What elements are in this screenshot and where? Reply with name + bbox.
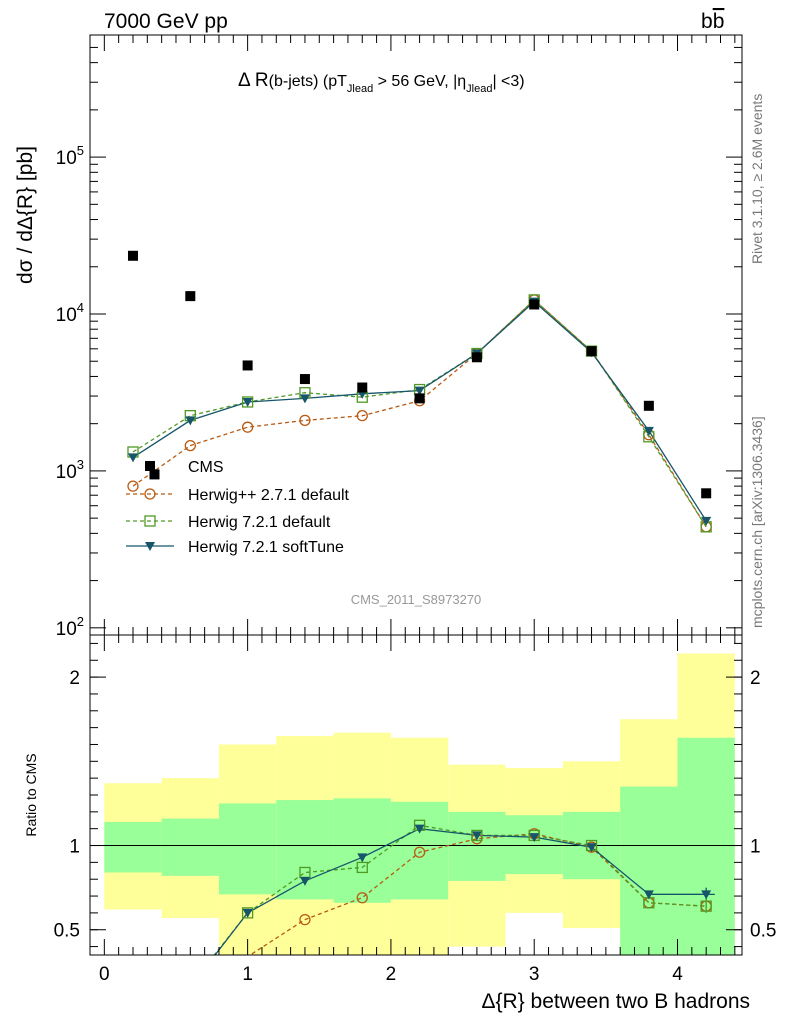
ratio-softtune-point <box>242 908 253 918</box>
legend-label-herwig721: Herwig 7.2.1 default <box>188 514 331 531</box>
legend-softtune-marker <box>145 542 155 551</box>
softtune-point <box>701 516 712 526</box>
ratio-band-inner <box>448 811 506 881</box>
ratio-y-tick-label-right: 0.5 <box>750 921 776 942</box>
herwigpp-point <box>127 480 139 492</box>
softtune-point <box>643 426 654 436</box>
header-energy-label: 7000 GeV pp <box>104 10 228 33</box>
ratio-softtune-point <box>299 876 310 886</box>
ratio-series-group <box>213 819 715 955</box>
legend-herwig721-marker <box>144 515 156 527</box>
cms-data-point <box>149 469 160 480</box>
x-tick-label: 1 <box>242 964 253 985</box>
ratio-axis-ticks: 0.5 0.5 1 1 2 2 0 1 2 3 4 <box>54 635 776 985</box>
ratio-softtune-point <box>357 853 368 863</box>
ratio-band-inner <box>620 786 678 955</box>
x-tick-label: 3 <box>529 964 540 985</box>
mcplots-label: mcplots.cern.ch [arXiv:1306.3436] <box>749 416 765 628</box>
ratio-y-tick-label-right: 2 <box>750 668 761 689</box>
cms-data-point <box>471 352 482 363</box>
legend: CMS Herwig++ 2.7.1 default Herwig 7.2.1 de… <box>126 459 350 556</box>
ratio-band-inner <box>104 821 162 873</box>
x-tick-label: 2 <box>386 964 397 985</box>
ratio-band-inner <box>505 815 563 875</box>
cms-data-point <box>185 291 196 302</box>
cms-data-point <box>529 299 540 310</box>
ratio-y-tick-label-right: 1 <box>750 837 761 858</box>
legend-label-softtune: Herwig 7.2.1 softTune <box>188 539 344 556</box>
cms-data-point <box>357 382 368 393</box>
x-axis-label: Δ{R} between two B hadrons <box>481 990 750 1013</box>
main-series-layer <box>127 250 712 533</box>
ratio-herwig721-point <box>356 861 368 874</box>
softtune-point <box>414 386 425 396</box>
legend-cms-marker <box>145 461 155 471</box>
legend-label-cms: CMS <box>188 459 224 476</box>
cms-data-point <box>127 250 138 261</box>
ratio-herwigpp-point <box>413 846 426 858</box>
ratio-softtune-point <box>471 831 482 841</box>
ratio-band-inner <box>390 801 449 900</box>
ratio-bands <box>104 653 735 955</box>
cms-data-point <box>586 346 597 357</box>
ratio-band-inner <box>677 737 735 955</box>
softtune-point <box>242 397 253 407</box>
header-process-bbar: b <box>713 10 725 33</box>
legend-label-herwigpp: Herwig++ 2.7.1 default <box>188 487 350 504</box>
cms-data-point <box>643 400 654 411</box>
ratio-band-inner <box>161 818 219 876</box>
main-y-axis-label: dσ / dΔ{R} [pb] <box>14 146 37 284</box>
ratio-y-tick-label: 2 <box>69 668 80 689</box>
herwigpp-point <box>299 414 311 427</box>
softtune-point <box>299 394 310 404</box>
analysis-watermark: CMS_2011_S8973270 <box>351 592 482 607</box>
main-y-tick-label: 105 <box>56 143 84 169</box>
ratio-band-inner <box>218 803 277 895</box>
ratio-softtune-point <box>529 833 540 843</box>
main-y-tick-label: 102 <box>56 614 84 640</box>
ratio-softtune-point <box>414 824 425 834</box>
x-tick-label: 0 <box>99 964 110 985</box>
plot-title: Δ R(b-jets) (pTJlead > 56 GeV, |ηJlead| … <box>238 70 525 95</box>
herwigpp-point <box>356 410 368 422</box>
softtune-point <box>185 416 196 426</box>
ratio-herwigpp-point <box>299 913 311 926</box>
ratio-softtune-point <box>586 843 597 853</box>
herwigpp-point <box>184 439 196 452</box>
ratio-y-tick-label: 1 <box>69 837 80 858</box>
main-y-tick-label: 104 <box>56 300 84 326</box>
cms-data-point <box>242 360 253 371</box>
main-axis-ticks: 102 103 104 105 <box>56 34 742 640</box>
x-tick-label: 4 <box>672 964 683 985</box>
ratio-y-tick-label: 0.5 <box>54 921 80 942</box>
softtune-point <box>127 453 138 463</box>
main-y-tick-label: 103 <box>56 457 84 483</box>
ratio-band-inner <box>333 798 391 903</box>
cms-data-point <box>414 393 425 404</box>
header-process-label: bb <box>701 10 724 33</box>
cms-data-point <box>299 374 310 385</box>
ratio-y-axis-label: Ratio to CMS <box>23 753 39 836</box>
rivet-version-label: Rivet 3.1.10, ≥ 2.6M events <box>749 94 765 264</box>
legend-herwigpp-marker <box>144 488 156 500</box>
ratio-herwigpp-point <box>356 892 368 904</box>
ratio-series-layer <box>213 819 715 955</box>
herwig721-line <box>132 299 707 528</box>
cms-data-point <box>701 488 712 499</box>
ratio-softtune-point <box>643 890 654 900</box>
herwigpp-point <box>241 421 254 433</box>
ratio-herwigpp-line <box>249 833 707 955</box>
